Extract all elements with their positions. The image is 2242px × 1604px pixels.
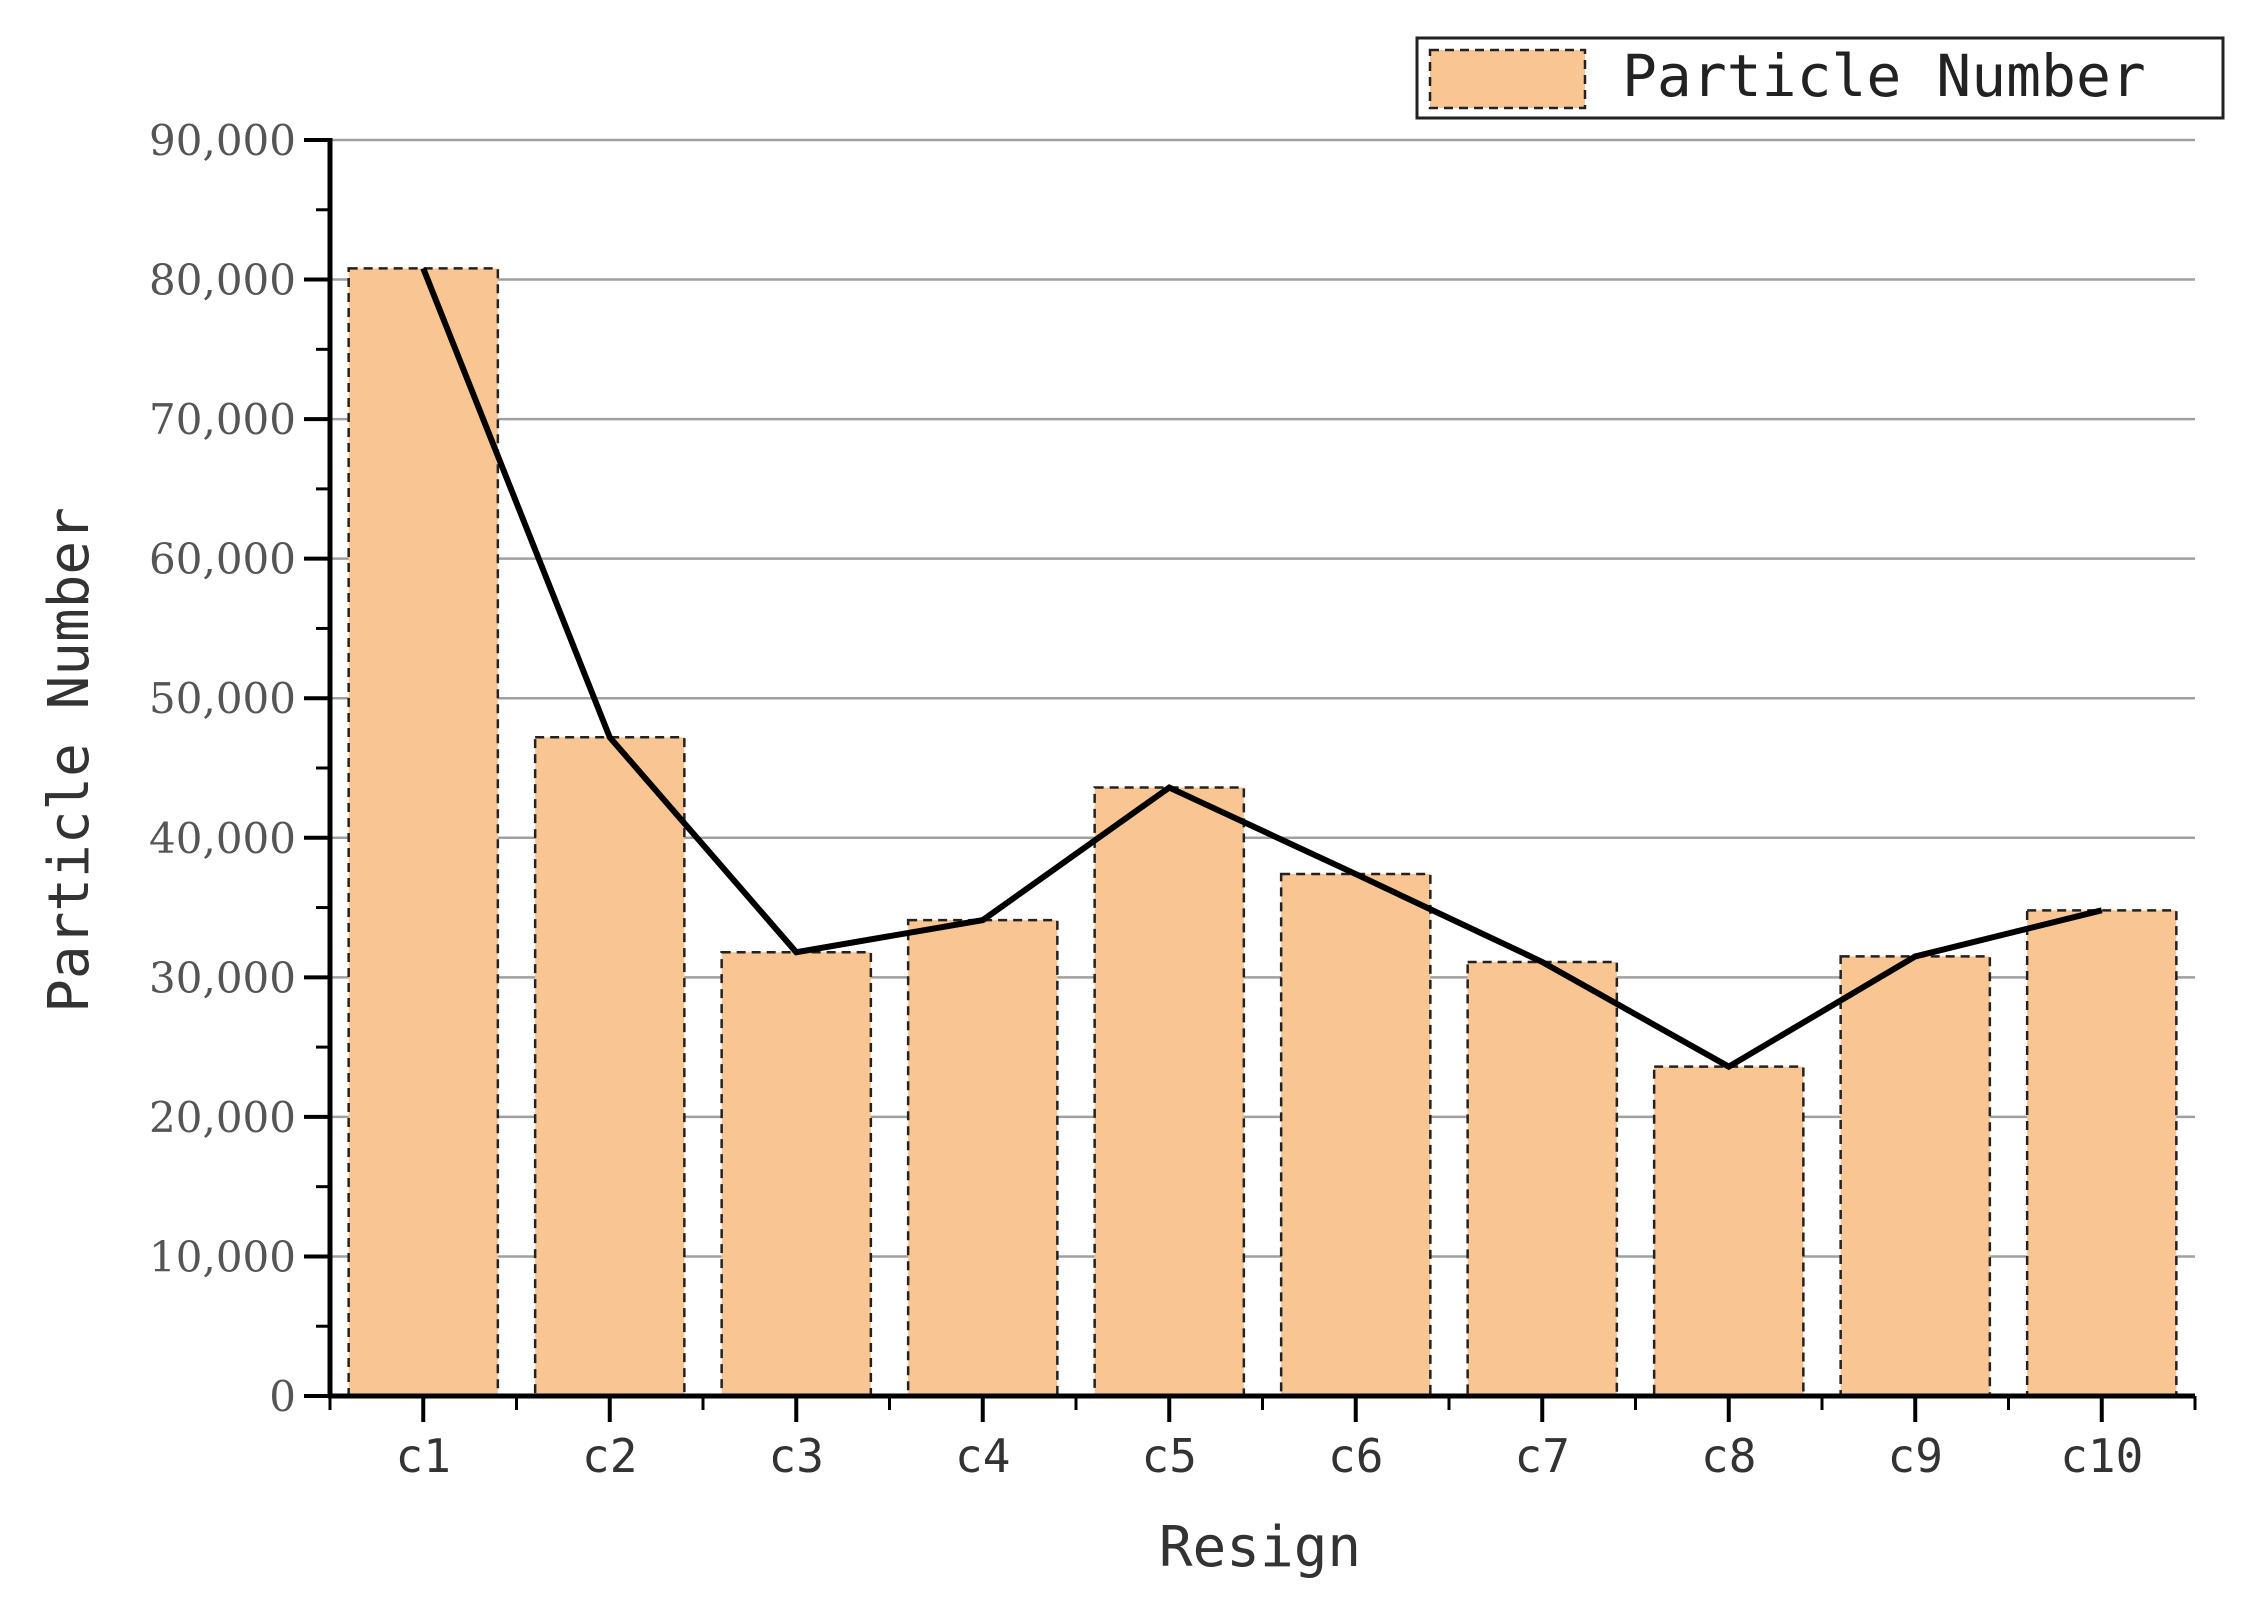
y-tick-label: 70,000 <box>149 395 296 444</box>
y-tick-label: 50,000 <box>149 674 296 723</box>
bar-c8 <box>1652 1065 1805 1398</box>
y-axis-ticks: 0 10,000 20,000 30,000 40,000 50,000 60,000 70,… <box>149 116 330 1421</box>
legend-swatch <box>1428 48 1587 110</box>
bar-c5 <box>1093 786 1246 1398</box>
x-tick-label: c6 <box>1328 1429 1383 1483</box>
y-tick-label: 40,000 <box>149 814 296 863</box>
y-tick-label: 60,000 <box>149 535 296 584</box>
y-tick-label: 10,000 <box>149 1232 296 1281</box>
x-axis-title: Resign <box>1159 1515 1361 1580</box>
x-tick-label: c9 <box>1888 1429 1943 1483</box>
x-tick-label: c8 <box>1701 1429 1756 1483</box>
y-tick-label: 80,000 <box>149 256 296 305</box>
legend-label: Particle Number <box>1622 42 2146 110</box>
bar-c4 <box>906 918 1059 1398</box>
bar-c7 <box>1466 960 1619 1398</box>
x-tick-label: c5 <box>1142 1429 1197 1483</box>
bar-c1 <box>347 267 500 1398</box>
y-tick-label: 20,000 <box>149 1093 296 1142</box>
x-tick-label: c7 <box>1515 1429 1570 1483</box>
x-tick-label: c1 <box>396 1429 451 1483</box>
legend: Particle Number <box>1415 36 2225 120</box>
x-tick-label: c10 <box>2060 1429 2143 1483</box>
x-axis-ticks: c1 c2 c3 c4 c5 c6 c7 c8 c9 c10 <box>328 1396 2197 1483</box>
x-tick-label: c3 <box>769 1429 824 1483</box>
y-tick-label: 30,000 <box>149 953 296 1002</box>
bar-c3 <box>720 950 873 1398</box>
bar-c6 <box>1279 872 1432 1398</box>
x-tick-label: c4 <box>955 1429 1010 1483</box>
bar-c9 <box>1839 955 1992 1398</box>
y-tick-label: 0 <box>269 1372 296 1421</box>
bar-c10 <box>2025 909 2178 1398</box>
x-tick-label: c2 <box>582 1429 637 1483</box>
bar-c2 <box>533 736 686 1398</box>
y-tick-label: 90,000 <box>149 116 296 165</box>
trend-line-group <box>420 267 2103 1071</box>
trend-line <box>420 267 2103 1071</box>
y-axis-title: Particle Number <box>37 507 102 1013</box>
